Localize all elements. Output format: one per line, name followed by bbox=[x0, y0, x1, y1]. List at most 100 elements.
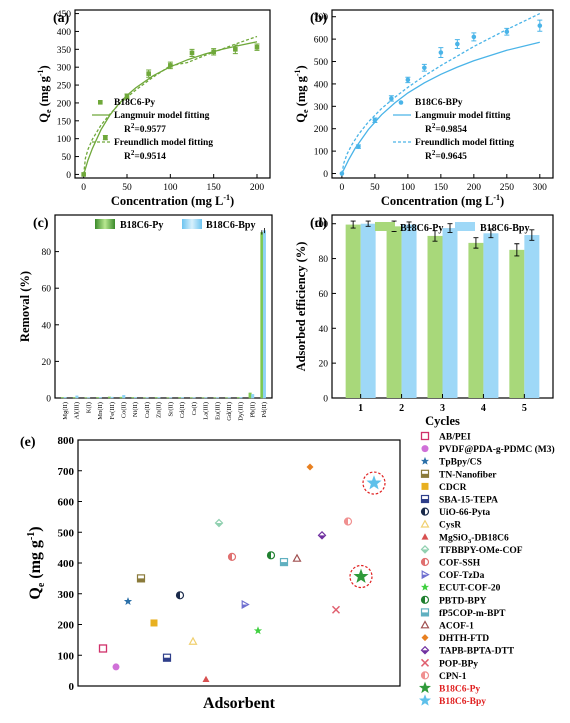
x-tick-label: 200 bbox=[250, 183, 265, 193]
data-point bbox=[319, 532, 326, 539]
marker-star bbox=[367, 476, 380, 489]
marker-triangle-outline bbox=[190, 638, 197, 644]
x-tick-label: 50 bbox=[370, 183, 380, 193]
panel-label: (e) bbox=[20, 435, 36, 450]
plot-frame bbox=[55, 215, 272, 398]
data-point bbox=[164, 654, 171, 661]
legend-swatch bbox=[375, 222, 395, 231]
y-axis-label: Removal (%) bbox=[18, 271, 32, 342]
data-point bbox=[268, 552, 275, 559]
legend-marker bbox=[422, 622, 429, 628]
x-tick-label: 1 bbox=[358, 403, 363, 414]
x-tick-label: 0 bbox=[340, 183, 345, 193]
y-tick-label: 40 bbox=[42, 321, 52, 331]
legend-marker bbox=[98, 100, 103, 105]
data-point bbox=[177, 592, 184, 599]
data-point bbox=[472, 35, 477, 40]
legend-label: COF-TzDa bbox=[439, 571, 485, 581]
legend-label: PBTD-BPY bbox=[439, 596, 487, 606]
y-tick-label: 50 bbox=[62, 153, 72, 163]
legend-marker bbox=[422, 470, 429, 477]
y-tick-label: 300 bbox=[57, 64, 72, 74]
bar bbox=[261, 232, 264, 398]
x-tick-label: K(I) bbox=[85, 402, 92, 413]
legend-label: Freundlich model fitting bbox=[114, 138, 213, 148]
x-tick-label: La(III) bbox=[203, 402, 210, 420]
data-point bbox=[242, 601, 248, 608]
x-tick-label: 150 bbox=[207, 183, 222, 193]
data-point bbox=[233, 47, 238, 52]
marker-square-outline bbox=[422, 433, 429, 440]
bar bbox=[99, 397, 102, 398]
y-tick-label: 80 bbox=[319, 255, 329, 265]
data-point bbox=[146, 71, 151, 76]
marker-diamond bbox=[307, 464, 314, 471]
r-squared-langmuir: R2=0.9854 bbox=[425, 122, 467, 135]
x-tick-label: 300 bbox=[533, 183, 548, 193]
legend-marker bbox=[422, 483, 429, 490]
legend-marker bbox=[422, 559, 429, 566]
marker-square-fill bbox=[138, 578, 145, 582]
data-point bbox=[294, 555, 301, 561]
data-point bbox=[455, 42, 460, 47]
bar bbox=[108, 397, 111, 398]
bar bbox=[361, 224, 376, 398]
y-tick-label: 200 bbox=[314, 125, 329, 135]
bar bbox=[237, 397, 240, 398]
y-tick-label: 20 bbox=[42, 358, 52, 368]
marker-triangle-outline bbox=[294, 555, 301, 561]
bar bbox=[509, 250, 524, 398]
y-tick-label: 100 bbox=[314, 148, 329, 158]
freundlich-curve bbox=[342, 14, 540, 174]
bar bbox=[443, 228, 458, 398]
legend-marker bbox=[422, 596, 429, 603]
x-tick-label: Gd(III) bbox=[226, 402, 233, 421]
data-point bbox=[100, 645, 107, 652]
y-axis-label: Qe (mg g-1) bbox=[36, 65, 53, 122]
legend-label: TAPB-BPTA-DTT bbox=[439, 647, 515, 657]
legend-label: B18C6-Bpy bbox=[439, 697, 486, 707]
legend-label: POP-BPy bbox=[439, 659, 478, 669]
legend-label: ECUT-COF-20 bbox=[439, 584, 501, 594]
legend-swatch bbox=[455, 222, 475, 231]
legend-marker bbox=[422, 433, 429, 440]
panel-label: (b) bbox=[310, 11, 327, 26]
legend-marker bbox=[420, 683, 430, 693]
x-tick-label: Sr(II) bbox=[167, 402, 174, 416]
legend-label: COF-SSH bbox=[439, 559, 481, 569]
x-tick-label: Mn(II) bbox=[97, 402, 104, 420]
freundlich-curve bbox=[84, 37, 257, 175]
legend-label: TN-Nanofiber bbox=[439, 470, 497, 480]
x-tick-label: 4 bbox=[481, 403, 486, 414]
plot-frame bbox=[75, 10, 270, 178]
data-point bbox=[203, 676, 210, 682]
marker-square-fill bbox=[281, 562, 288, 566]
data-point bbox=[103, 135, 108, 140]
marker-star bbox=[420, 695, 430, 705]
legend-label: DHTH-FTD bbox=[439, 634, 489, 644]
legend-marker bbox=[422, 445, 429, 452]
marker-circle bbox=[422, 445, 429, 452]
y-tick-label: 400 bbox=[58, 558, 75, 570]
x-tick-label: Eu(III) bbox=[214, 402, 221, 420]
bar bbox=[402, 225, 417, 398]
marker-square-fill bbox=[422, 499, 429, 503]
legend-label: B18C6-BPy bbox=[415, 98, 463, 108]
plot-frame bbox=[78, 440, 400, 686]
x-tick-label: Dy(III) bbox=[238, 402, 245, 421]
legend-label: Langmuir model fitting bbox=[114, 111, 210, 121]
y-tick-label: 300 bbox=[58, 589, 75, 601]
marker-square bbox=[422, 483, 429, 490]
x-tick-label: Cd(II) bbox=[179, 402, 186, 418]
data-point bbox=[190, 51, 195, 56]
marker-square-fill bbox=[422, 612, 429, 616]
data-point bbox=[81, 172, 86, 177]
marker-star bbox=[255, 627, 262, 633]
y-tick-label: 700 bbox=[58, 466, 75, 478]
bar bbox=[483, 233, 498, 398]
legend-label: Langmuir model fitting bbox=[415, 111, 511, 121]
legend-swatch bbox=[182, 219, 202, 229]
legend-label: B18C6-Bpy bbox=[480, 223, 529, 234]
y-tick-label: 100 bbox=[58, 650, 75, 662]
